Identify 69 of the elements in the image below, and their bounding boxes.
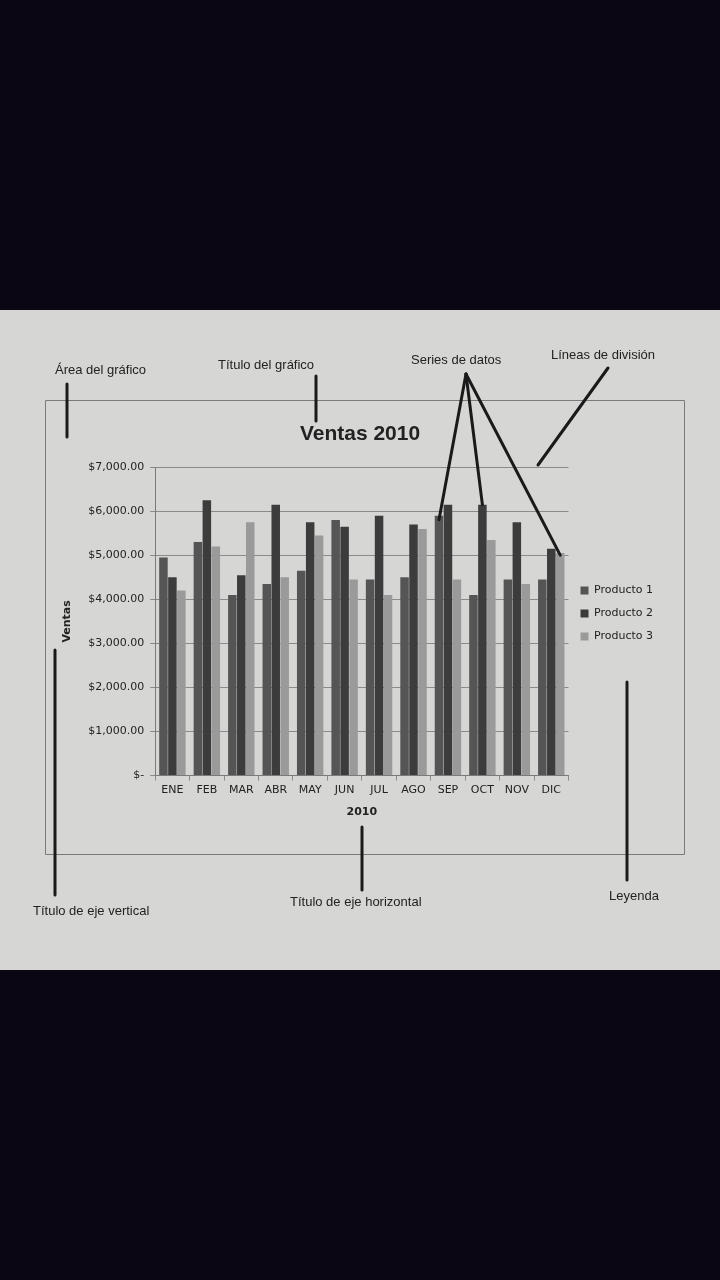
bar <box>168 577 177 776</box>
bar <box>228 594 237 776</box>
bar <box>555 553 565 776</box>
y-tick-label: $7,000.00 <box>88 460 145 474</box>
text: Líneas de división <box>551 347 656 363</box>
x-tick-label: FEB <box>196 783 218 797</box>
legend-label: Producto 2 <box>594 606 654 620</box>
bar <box>262 583 272 776</box>
bar <box>538 579 547 776</box>
y-axis-title: Ventas <box>60 599 74 643</box>
bar <box>400 577 409 776</box>
bar <box>443 504 453 776</box>
y-tick-label: $- <box>133 768 145 782</box>
bar <box>365 579 375 776</box>
x-tick-label: JUN <box>333 783 355 797</box>
bar <box>296 570 306 776</box>
x-tick-label: JUL <box>369 783 389 797</box>
bar <box>159 557 168 776</box>
bar <box>202 500 212 776</box>
bar <box>271 504 280 776</box>
x-tick-label: MAY <box>298 783 322 797</box>
bar <box>469 594 478 776</box>
bar <box>452 579 462 776</box>
bar <box>331 520 340 776</box>
bar <box>383 594 393 776</box>
bar <box>340 526 349 776</box>
x-tick-label: AGO <box>401 783 427 797</box>
y-tick-label: $6,000.00 <box>88 504 145 518</box>
bar <box>434 515 444 776</box>
legend-label: Producto 3 <box>594 629 654 643</box>
chart-title: Ventas 2010 <box>299 421 421 445</box>
annotation: Series de datos <box>411 352 502 368</box>
y-tick-label: $4,000.00 <box>88 592 145 606</box>
bar <box>487 539 496 776</box>
bar <box>245 522 255 776</box>
y-tick-label: $1,000.00 <box>88 724 145 738</box>
y-tick-label: $2,000.00 <box>88 680 145 694</box>
bar <box>478 504 487 776</box>
bar <box>314 535 324 776</box>
bar <box>193 542 203 776</box>
bar <box>211 546 221 776</box>
x-tick-label: SEP <box>437 783 459 797</box>
x-axis-title: 2010 <box>346 805 378 819</box>
bar <box>503 579 513 776</box>
x-tick-label: MAR <box>228 783 254 797</box>
bar <box>409 524 418 776</box>
x-tick-label: ABR <box>264 783 288 797</box>
bar <box>512 522 522 776</box>
bar <box>177 590 186 776</box>
y-tick-label: $5,000.00 <box>88 548 145 562</box>
bar <box>237 575 246 776</box>
bar <box>418 528 427 776</box>
x-tick-label: DIC <box>541 783 562 797</box>
legend-label: Producto 1 <box>594 583 654 597</box>
bar <box>305 522 315 776</box>
text: Área del gráfico <box>55 362 147 378</box>
x-tick-label: ENE <box>161 783 184 797</box>
text: Título de eje vertical <box>33 903 150 919</box>
bar <box>374 515 384 776</box>
text: Título del gráfico <box>218 357 315 373</box>
text: Título de eje horizontal <box>290 894 422 910</box>
x-tick-label: NOV <box>504 783 530 797</box>
bar <box>349 579 358 776</box>
text: Leyenda <box>609 888 659 904</box>
bar <box>280 577 289 776</box>
bar <box>521 583 531 776</box>
x-tick-label: OCT <box>470 783 495 797</box>
bar <box>547 548 556 776</box>
y-tick-label: $3,000.00 <box>88 636 145 650</box>
